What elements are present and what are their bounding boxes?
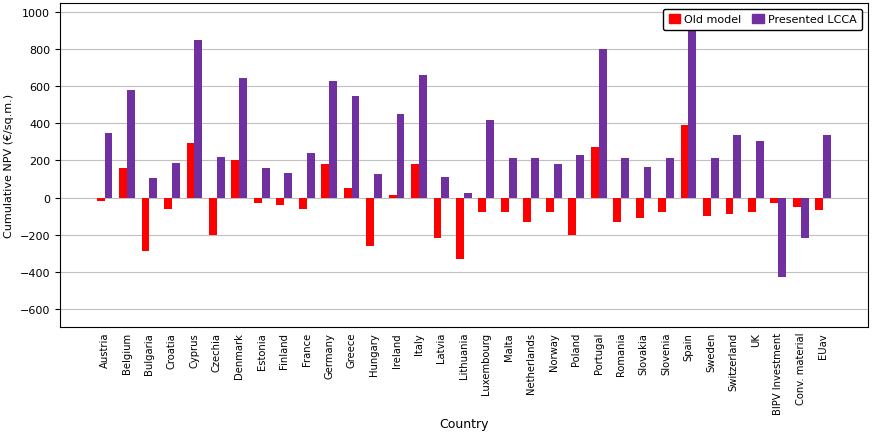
Bar <box>389 195 397 198</box>
Bar <box>419 76 426 198</box>
Bar <box>793 198 800 207</box>
Bar <box>329 82 337 198</box>
Bar <box>366 198 374 246</box>
Bar <box>231 161 239 198</box>
Bar <box>141 198 149 252</box>
Bar <box>576 155 584 198</box>
Bar <box>771 198 779 204</box>
Bar <box>508 158 517 198</box>
Bar <box>501 198 508 213</box>
Bar <box>546 198 554 213</box>
Bar <box>433 198 441 239</box>
Bar <box>127 91 135 198</box>
Bar <box>284 174 292 198</box>
Bar <box>97 198 105 202</box>
Bar <box>397 115 405 198</box>
Bar <box>321 165 329 198</box>
Bar <box>613 198 621 222</box>
Bar <box>756 142 764 198</box>
Bar <box>779 198 787 277</box>
Bar <box>479 198 487 213</box>
Bar <box>658 198 666 213</box>
Bar <box>441 178 449 198</box>
Bar <box>666 158 674 198</box>
Bar <box>276 198 284 205</box>
Bar <box>209 198 217 235</box>
Bar <box>644 168 651 198</box>
Bar <box>681 126 689 198</box>
Bar <box>187 144 194 198</box>
Bar <box>456 198 464 259</box>
Bar <box>172 164 180 198</box>
Bar <box>411 165 419 198</box>
Bar <box>531 158 539 198</box>
Bar <box>703 198 711 217</box>
Bar <box>487 121 494 198</box>
Bar <box>599 49 607 198</box>
Bar <box>800 198 808 239</box>
Bar <box>164 198 172 209</box>
Bar <box>689 23 697 198</box>
Bar <box>711 158 719 198</box>
Bar <box>815 198 823 211</box>
Bar <box>569 198 576 235</box>
Bar <box>464 194 472 198</box>
Bar <box>374 175 382 198</box>
Bar <box>621 158 629 198</box>
Bar <box>254 198 262 204</box>
Bar <box>239 79 247 198</box>
Bar <box>299 198 307 209</box>
Bar <box>523 198 531 222</box>
Bar <box>554 165 562 198</box>
Bar <box>636 198 644 218</box>
Bar <box>119 168 127 198</box>
Bar <box>194 41 202 198</box>
Bar <box>726 198 733 215</box>
Bar <box>307 154 315 198</box>
X-axis label: Country: Country <box>439 417 488 430</box>
Bar <box>591 147 599 198</box>
Bar <box>823 135 831 198</box>
Legend: Old model, Presented LCCA: Old model, Presented LCCA <box>663 10 862 31</box>
Bar <box>748 198 756 213</box>
Bar <box>217 158 225 198</box>
Y-axis label: Cumulative NPV (€/sq.m.): Cumulative NPV (€/sq.m.) <box>4 94 14 238</box>
Bar <box>105 133 112 198</box>
Bar <box>262 168 269 198</box>
Bar <box>733 135 741 198</box>
Bar <box>351 96 359 198</box>
Bar <box>344 189 351 198</box>
Bar <box>149 179 157 198</box>
